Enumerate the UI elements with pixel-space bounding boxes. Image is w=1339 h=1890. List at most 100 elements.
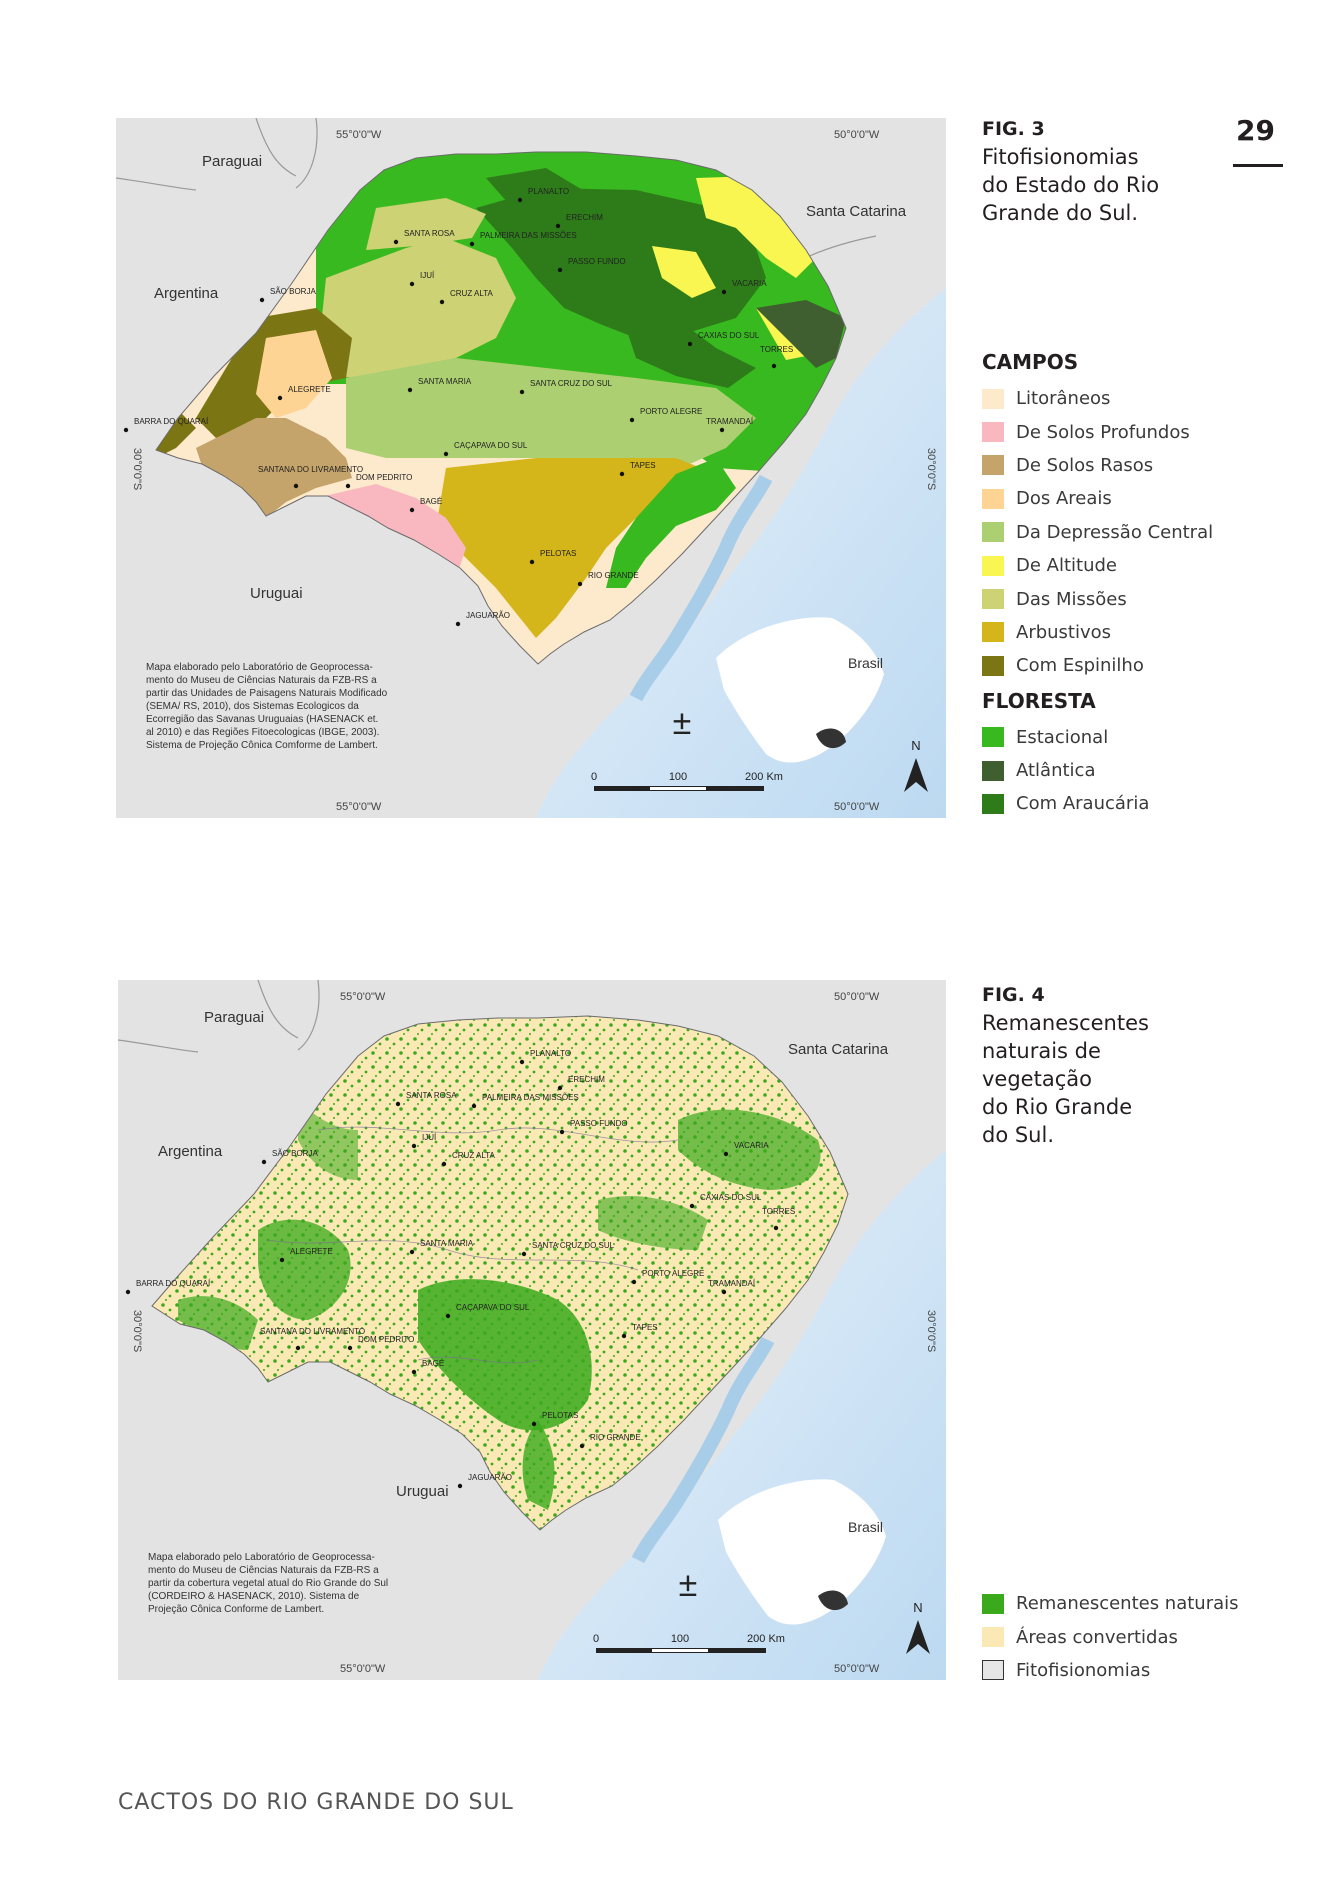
city-dot xyxy=(411,1143,417,1149)
compass-symbol: ± xyxy=(679,1566,698,1604)
lagoa-dos-patos xyxy=(629,474,773,702)
legend-swatch xyxy=(982,589,1004,610)
fig3-label: FIG. 3 xyxy=(982,118,1045,140)
city-label: SANTANA DO LIVRAMENTO xyxy=(258,465,363,474)
city-label: PELOTAS xyxy=(540,549,576,558)
city-dot xyxy=(409,507,415,513)
legend-item-campos-3: Dos Areais xyxy=(982,482,1213,515)
legend-item-campos-5: De Altitude xyxy=(982,549,1213,582)
country-label-paraguai: Paraguai xyxy=(204,1009,264,1026)
remanescentes-map: PLANALTO ERECHIM SANTA ROSA PALMEIRA DAS MI… xyxy=(118,980,946,1680)
city-label: RIO GRANDE xyxy=(590,1433,641,1442)
legend-item-campos-8: Com Espinilho xyxy=(982,649,1213,682)
city-label: PASSO FUNDO xyxy=(568,257,626,266)
legend-swatch xyxy=(982,1627,1004,1648)
scale-label-100: 100 xyxy=(671,1633,689,1645)
legend-item-campos-4: Da Depressão Central xyxy=(982,516,1213,549)
city-dot xyxy=(621,1333,627,1339)
legend-item-campos-1: De Solos Profundos xyxy=(982,415,1213,448)
coord-top-right: 50°0'0"W xyxy=(834,991,880,1003)
city-label: TRAMANDAÍ xyxy=(706,417,754,426)
north-arrow-icon xyxy=(904,758,928,792)
brasil-inset-map xyxy=(718,1479,886,1625)
legend-item-floresta-2: Com Araucária xyxy=(982,787,1213,820)
legend-campos-list: Litorâneos De Solos Profundos De Solos Ras… xyxy=(982,382,1213,683)
city-dot xyxy=(629,417,635,423)
city-label: IJUÍ xyxy=(420,271,435,280)
city-dot xyxy=(441,1161,447,1167)
city-dot xyxy=(631,1279,637,1285)
city-label: SANTA ROSA xyxy=(406,1091,457,1100)
city-dot xyxy=(771,363,777,369)
city-label: ERECHIM xyxy=(568,1075,605,1084)
legend-label: Dos Areais xyxy=(1016,488,1112,510)
scale-label-100: 100 xyxy=(669,771,687,783)
city-label: TORRES xyxy=(762,1207,795,1216)
legend-swatch xyxy=(982,555,1004,576)
legend-item-remanescentes-1: Áreas convertidas xyxy=(982,1620,1239,1653)
map-credit-note: Mapa elaborado pelo Laboratório de Geopr… xyxy=(148,1552,388,1615)
city-label: SANTA ROSA xyxy=(404,229,455,238)
rs-state-outline xyxy=(151,1015,849,1531)
city-label: TAPES xyxy=(632,1323,658,1332)
city-dot xyxy=(721,289,727,295)
city-label: ALEGRETE xyxy=(288,385,331,394)
city-dot xyxy=(519,1059,525,1065)
fig4-caption: Remanescentes naturais de vegetação do R… xyxy=(982,1011,1149,1147)
running-footer: CACTOS DO RIO GRANDE DO SUL xyxy=(118,1790,514,1815)
coord-bottom-right: 50°0'0"W xyxy=(834,1663,880,1675)
coord-lat-left: 30°0'0"S xyxy=(131,1310,143,1352)
coord-lat-right: 30°0'0"S xyxy=(925,448,937,490)
city-dot xyxy=(517,197,523,203)
scale-bar-gap xyxy=(650,787,706,790)
scale-label-200: 200 Km xyxy=(745,771,783,783)
city-dot xyxy=(521,1251,527,1257)
city-dot xyxy=(579,1443,585,1449)
rs-inset-highlight xyxy=(816,728,846,749)
city-dot xyxy=(455,621,461,627)
legend-label: Áreas convertidas xyxy=(1016,1626,1178,1648)
city-dot xyxy=(411,1369,417,1375)
state-label-santa-catarina: Santa Catarina xyxy=(806,203,907,220)
legend-label: Arbustivos xyxy=(1016,621,1112,643)
city-dot xyxy=(519,389,525,395)
legend-label: Litorâneos xyxy=(1016,388,1111,410)
city-label: PLANALTO xyxy=(530,1049,571,1058)
city-label: CRUZ ALTA xyxy=(450,289,493,298)
lagoa-dos-patos xyxy=(631,1336,775,1564)
legend-swatch xyxy=(982,727,1004,748)
country-borders xyxy=(116,118,318,191)
coord-lat-right: 30°0'0"S xyxy=(925,1310,937,1352)
city-label: TORRES xyxy=(760,345,793,354)
city-label: PORTO ALEGRE xyxy=(640,407,702,416)
city-label: PALMEIRA DAS MISSÕES xyxy=(480,231,577,240)
city-label: SANTA MARIA xyxy=(418,377,472,386)
city-dot xyxy=(295,1345,301,1351)
country-label-uruguai: Uruguai xyxy=(250,585,303,602)
coord-top-right: 50°0'0"W xyxy=(834,129,880,141)
city-dot xyxy=(773,1225,779,1231)
scale-label-0: 0 xyxy=(593,1633,599,1645)
city-label: TAPES xyxy=(630,461,656,470)
legend-item-remanescentes-0: Remanescentes naturais xyxy=(982,1587,1239,1620)
city-dot xyxy=(689,1203,695,1209)
fig4-caption-block: FIG. 4 Remanescentes naturais de vegetaç… xyxy=(982,982,1222,1149)
scale-bar-gap xyxy=(652,1649,708,1652)
city-label: PLANALTO xyxy=(528,187,569,196)
brasil-inset-map xyxy=(716,617,884,763)
city-dot xyxy=(395,1101,401,1107)
country-label-argentina: Argentina xyxy=(154,285,219,302)
legend-label: De Solos Profundos xyxy=(1016,421,1190,443)
legend-swatch xyxy=(982,422,1004,443)
legend-item-floresta-0: Estacional xyxy=(982,721,1213,754)
coord-top-left: 55°0'0"W xyxy=(336,129,382,141)
city-dot xyxy=(259,297,265,303)
legend-heading-floresta: FLORESTA xyxy=(982,688,1096,713)
legend-floresta-list: Estacional Atlântica Com Araucária xyxy=(982,721,1213,821)
city-label: PORTO ALEGRE xyxy=(642,1269,704,1278)
legend-remanescentes-list: Remanescentes naturais Áreas convertidas F… xyxy=(982,1587,1239,1687)
legend-label: De Altitude xyxy=(1016,555,1117,577)
compass-symbol: ± xyxy=(673,704,692,742)
city-label: DOM PEDRITO xyxy=(356,473,412,482)
scale-label-200: 200 Km xyxy=(747,1633,785,1645)
